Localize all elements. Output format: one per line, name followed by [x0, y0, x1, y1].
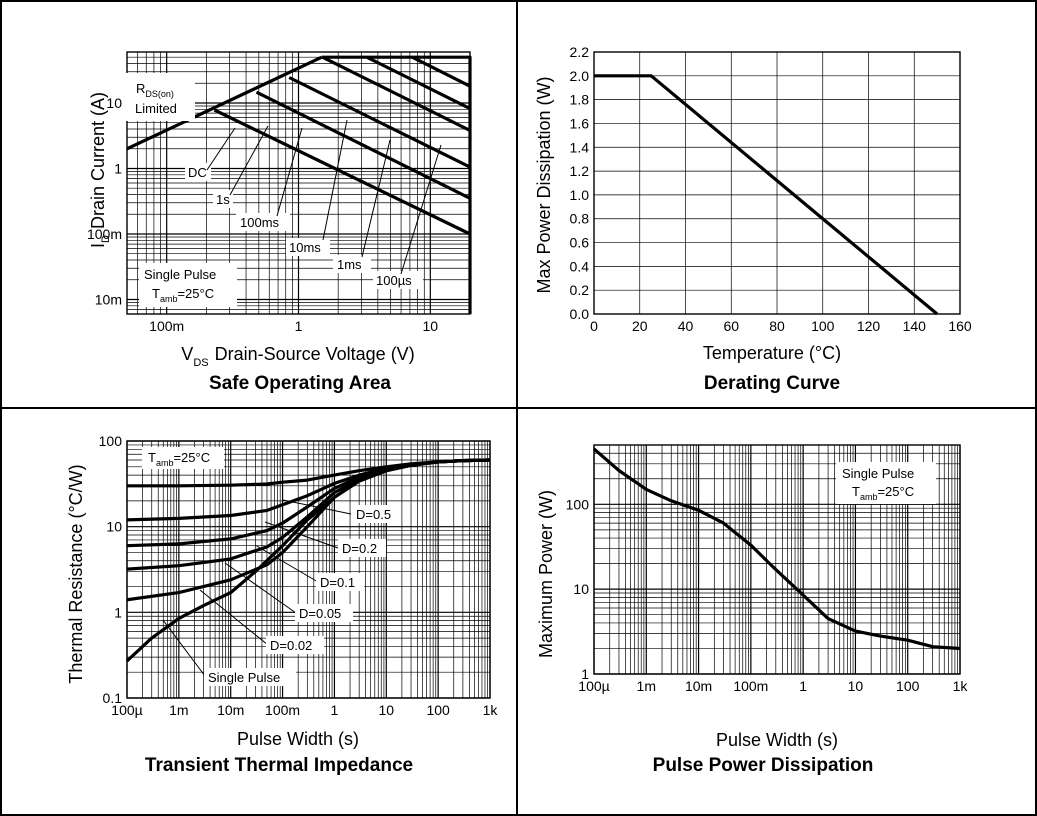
x-tick-label: 100m [265, 702, 300, 718]
x-tick-label: 1k [953, 678, 969, 694]
x-tick-label: 10 [848, 678, 864, 694]
svg-text:Single Pulse: Single Pulse [842, 466, 914, 481]
x-axis-label: VDS Drain-Source Voltage (V) [181, 344, 414, 369]
y-tick-labels: 0.0 0.2 0.4 0.6 0.8 1.0 1.2 1.4 1.6 1.8 2.0 2.2 [570, 44, 590, 322]
x-tick-label: 80 [769, 318, 785, 334]
y-tick-label: 0.1 [103, 690, 123, 706]
y-tick-label: 10 [106, 95, 122, 111]
y-tick-label: 2.0 [570, 68, 590, 84]
conditions-annotation: Single Pulse Tamb=25°C [139, 263, 237, 307]
x-tick-label: 60 [723, 318, 739, 334]
svg-text:D=0.2: D=0.2 [342, 541, 377, 556]
x-tick-label: 160 [948, 318, 972, 334]
y-tick-labels: 0.1 1 10 100 [99, 433, 123, 706]
1ms-label: 1ms [337, 257, 362, 272]
y-tick-label: 1 [114, 604, 122, 620]
y-tick-label: 1.6 [570, 115, 590, 131]
y-tick-label: 0.6 [570, 235, 590, 251]
x-tick-label: 100 [811, 318, 835, 334]
x-axis-label: Temperature (°C) [703, 343, 841, 363]
x-axis-label: Pulse Width (s) [237, 729, 359, 749]
y-axis-label: IDDrain Current (A) [88, 92, 112, 248]
x-tick-label: 100 [896, 678, 920, 694]
10ms-label: 10ms [289, 240, 321, 255]
x-tick-label: 1m [169, 702, 188, 718]
x-tick-labels: 0 20 40 60 80 100 120 140 160 [590, 318, 972, 334]
x-tick-label: 40 [678, 318, 694, 334]
y-tick-label: 100 [566, 496, 590, 512]
y-tick-label: 10m [95, 291, 122, 307]
y-axis-label: Max Power Dissipation (W) [534, 76, 554, 293]
y-axis-label: Thermal Resistance (°C/W) [66, 464, 86, 683]
y-tick-label: 10 [573, 581, 589, 597]
dc-label: DC [188, 165, 207, 180]
series-line-4 [323, 57, 471, 130]
x-tick-label: 1 [799, 678, 807, 694]
x-tick-labels: 100m 1 10 [149, 318, 438, 334]
x-axis-label: Pulse Width (s) [716, 730, 838, 750]
y-tick-label: 1 [581, 666, 589, 682]
svg-text:D=0.5: D=0.5 [356, 507, 391, 522]
x-tick-label: 100 [426, 702, 450, 718]
y-tick-label: 0.0 [570, 306, 590, 322]
x-tick-label: 1 [331, 702, 339, 718]
chart-title: Safe Operating Area [209, 373, 391, 394]
safe-operating-area-chart: 100m 1 10 10m 100m 1 10 RDS(on) Limited DC 1s… [87, 52, 470, 394]
1s-label: 1s [216, 192, 230, 207]
y-tick-label: 0.8 [570, 211, 590, 227]
svg-text:D=0.05: D=0.05 [299, 606, 341, 621]
svg-text:Single Pulse: Single Pulse [208, 670, 280, 685]
derating-curve-chart: 0 20 40 60 80 100 120 140 160 0.0 0.2 0.4 0.6 0.8 1.0… [534, 44, 972, 394]
y-tick-label: 2.2 [570, 44, 590, 60]
x-tick-labels: 100µ 1m 10m 100m 1 10 100 1k [111, 702, 498, 718]
100us-label: 100µs [376, 273, 412, 288]
x-tick-label: 140 [903, 318, 927, 334]
conditions-annotation: Single Pulse Tamb=25°C [836, 462, 936, 504]
conditions-annotation: Tamb=25°C [142, 447, 224, 469]
x-tick-label: 10 [423, 318, 439, 334]
rdson-limited-label: Limited [135, 101, 177, 116]
y-tick-label: 10 [106, 519, 122, 535]
grid [594, 52, 960, 314]
svg-text:D=0.1: D=0.1 [320, 575, 355, 590]
x-tick-label: 10m [217, 702, 244, 718]
y-tick-label: 1 [114, 160, 122, 176]
pulse-power-dissipation-chart: 100µ 1m 10m 100m 1 10 100 1k 1 10 100 Single Puls… [536, 445, 968, 776]
svg-text:D=0.02: D=0.02 [270, 638, 312, 653]
x-tick-label: 0 [590, 318, 598, 334]
chart-title: Transient Thermal Impedance [145, 755, 413, 776]
x-tick-label: 10m [685, 678, 712, 694]
x-tick-label: 100m [733, 678, 768, 694]
y-tick-label: 1.8 [570, 92, 590, 108]
100ms-label: 100ms [240, 215, 280, 230]
y-tick-label: 100 [99, 433, 123, 449]
curve-labels: D=0.5 D=0.2 D=0.1 D=0.05 D=0.02 Single P… [163, 500, 400, 686]
y-tick-label: 1.0 [570, 187, 590, 203]
y-tick-label: 1.4 [570, 139, 590, 155]
transient-thermal-impedance-chart: 100µ 1m 10m 100m 1 10 100 1k 0.1 1 10 100 D=0.5 D=… [66, 433, 498, 776]
x-tick-label: 1 [295, 318, 303, 334]
y-tick-label: 0.4 [570, 258, 590, 274]
x-tick-labels: 100µ 1m 10m 100m 1 10 100 1k [578, 678, 968, 694]
x-tick-label: 1m [637, 678, 656, 694]
x-tick-label: 1k [483, 702, 499, 718]
x-tick-label: 120 [857, 318, 881, 334]
y-tick-label: 0.2 [570, 282, 590, 298]
y-tick-label: 1.2 [570, 163, 590, 179]
chart-title: Pulse Power Dissipation [653, 755, 874, 776]
chart-title: Derating Curve [704, 373, 840, 394]
y-axis-label: Maximum Power (W) [536, 490, 556, 658]
series-line-5 [367, 57, 470, 108]
svg-text:Single Pulse: Single Pulse [144, 267, 216, 282]
x-tick-label: 10 [378, 702, 394, 718]
y-tick-labels: 1 10 100 [566, 496, 590, 682]
x-tick-label: 100m [149, 318, 184, 334]
x-tick-label: 20 [632, 318, 648, 334]
